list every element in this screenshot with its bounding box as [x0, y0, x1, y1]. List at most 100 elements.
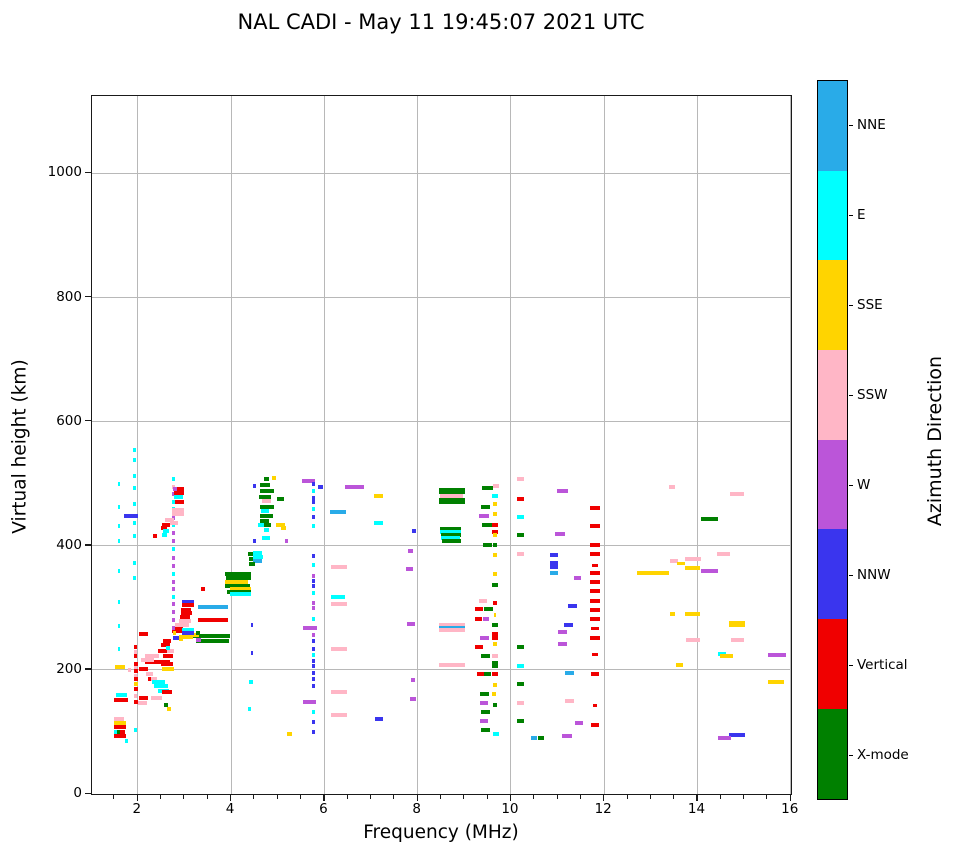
colorbar-label-SSE: SSE — [857, 297, 883, 313]
echo-point-W — [557, 630, 567, 635]
echo-point-W — [284, 539, 288, 544]
echo-point-X — [260, 488, 275, 493]
echo-point-E — [133, 502, 136, 507]
y-tick-400 — [85, 544, 91, 546]
x-minor-tick — [533, 795, 535, 799]
echo-point-X — [248, 556, 255, 561]
echo-point-X — [259, 494, 272, 499]
echo-point-E — [162, 532, 167, 537]
echo-point-W — [767, 652, 786, 657]
echo-point-W — [345, 485, 364, 490]
x-minor-tick — [439, 795, 441, 799]
echo-point-NNW — [311, 677, 315, 682]
echo-point-V — [157, 649, 170, 654]
x-minor-tick — [463, 795, 465, 799]
x-tick-label-4: 4 — [225, 801, 235, 817]
echo-point-W — [172, 531, 176, 536]
y-tick-label-800: 800 — [56, 288, 82, 305]
echo-point-X — [440, 527, 461, 532]
echo-point-E — [311, 563, 315, 567]
echo-point-E — [311, 523, 315, 528]
echo-point-SSW — [330, 602, 347, 607]
echo-point-SSE — [493, 613, 497, 618]
y-tick-label-1000: 1000 — [47, 164, 82, 181]
echo-point-SSE — [491, 692, 497, 697]
echo-point-X — [482, 542, 493, 547]
echo-point-X — [227, 589, 251, 594]
echo-point-E — [172, 523, 176, 528]
echo-point-V — [133, 669, 139, 674]
echo-point-W — [573, 576, 582, 581]
colorbar-label-SSW: SSW — [857, 387, 888, 403]
echo-point-V — [133, 654, 138, 659]
echo-point-W — [480, 700, 488, 705]
echo-point-SSW — [684, 556, 701, 561]
echo-point-SSE — [178, 634, 193, 639]
echo-point-X — [492, 702, 498, 707]
echo-point-SSW — [145, 671, 153, 676]
echo-point-X — [263, 523, 272, 528]
colorbar-tick-W — [849, 485, 853, 487]
x-minor-tick — [649, 795, 651, 799]
echo-point-W — [172, 492, 176, 497]
echo-point-W — [172, 587, 176, 592]
echo-point-V — [134, 661, 138, 666]
echo-point-E — [253, 554, 263, 559]
x-tick-label-16: 16 — [781, 801, 799, 817]
echo-point-V — [590, 672, 600, 677]
echo-point-X — [492, 661, 498, 669]
echo-point-E — [172, 500, 176, 505]
echo-point-V — [134, 700, 138, 705]
echo-point-E — [331, 595, 346, 600]
echo-point-E — [117, 539, 121, 544]
echo-point-E — [516, 664, 524, 669]
echo-point-W — [173, 486, 177, 491]
x-tick-16 — [789, 795, 792, 801]
plot-area — [91, 95, 792, 795]
colorbar-label-NNW: NNW — [857, 567, 891, 583]
gridline-y-600 — [92, 421, 791, 423]
echo-point-W — [302, 478, 315, 483]
echo-point-V — [133, 644, 138, 649]
echo-point-E — [114, 729, 118, 734]
x-tick-label-2: 2 — [132, 801, 142, 817]
echo-point-NNW — [311, 670, 315, 675]
echo-point-X — [226, 576, 251, 581]
x-minor-tick — [719, 795, 721, 799]
echo-point-SSW — [114, 716, 124, 721]
echo-point-SSW — [140, 657, 154, 662]
echo-point-NNW — [563, 623, 573, 628]
x-minor-tick — [556, 795, 558, 799]
echo-point-E — [133, 473, 136, 478]
echo-point-V — [114, 724, 126, 729]
echo-point-V — [171, 629, 184, 634]
echo-point-W — [575, 721, 583, 726]
echo-point-V — [492, 600, 498, 605]
echo-point-W — [172, 539, 176, 544]
echo-point-V — [134, 686, 138, 691]
x-axis-label: Frequency (MHz) — [363, 822, 519, 843]
gridline-y-400 — [92, 545, 791, 547]
echo-point-SSE — [676, 562, 686, 566]
echo-point-SSW — [730, 638, 744, 643]
echo-point-W — [480, 718, 488, 723]
colorbar-tick-E — [849, 215, 853, 217]
echo-point-E — [717, 651, 726, 656]
echo-point-W — [172, 579, 176, 584]
echo-point-E — [230, 592, 251, 597]
echo-point-NNW — [311, 500, 315, 505]
echo-point-V — [590, 636, 600, 641]
echo-point-X — [493, 542, 497, 547]
echo-point-SSE — [280, 526, 287, 531]
echo-point-E — [258, 523, 268, 528]
echo-point-V — [590, 571, 600, 576]
echo-point-X — [483, 607, 494, 612]
y-tick-label-0: 0 — [73, 785, 82, 801]
echo-point-SSE — [162, 667, 174, 672]
echo-point-E — [172, 571, 176, 576]
gridline-x-6 — [323, 96, 325, 794]
echo-point-SSW — [133, 674, 138, 679]
echo-point-X — [249, 562, 255, 567]
echo-point-X — [516, 682, 524, 687]
echo-point-V — [134, 677, 138, 682]
